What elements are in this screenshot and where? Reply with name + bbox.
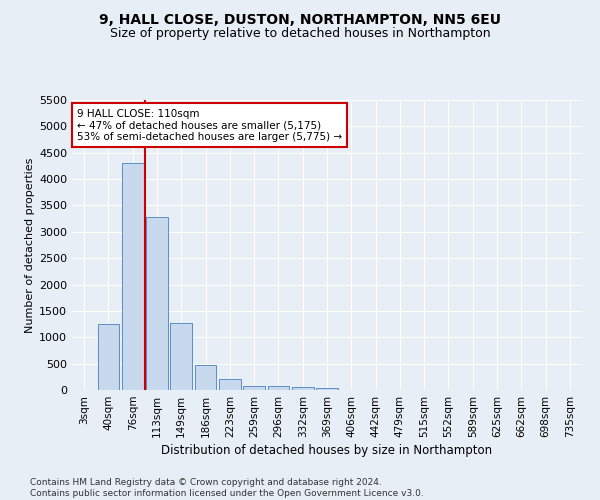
Text: 9, HALL CLOSE, DUSTON, NORTHAMPTON, NN5 6EU: 9, HALL CLOSE, DUSTON, NORTHAMPTON, NN5 … (99, 12, 501, 26)
Text: Contains HM Land Registry data © Crown copyright and database right 2024.
Contai: Contains HM Land Registry data © Crown c… (30, 478, 424, 498)
Bar (243, 386, 265, 390)
Bar (170, 323, 192, 390)
Bar (97, 324, 119, 390)
X-axis label: Distribution of detached houses by size in Northampton: Distribution of detached houses by size … (161, 444, 493, 457)
Bar (122, 164, 143, 390)
Bar (268, 386, 289, 390)
Bar (194, 365, 217, 390)
Bar (146, 217, 168, 390)
Y-axis label: Number of detached properties: Number of detached properties (25, 158, 35, 332)
Bar (292, 388, 314, 390)
Text: Size of property relative to detached houses in Northampton: Size of property relative to detached ho… (110, 28, 490, 40)
Bar (219, 379, 241, 390)
Text: 9 HALL CLOSE: 110sqm
← 47% of detached houses are smaller (5,175)
53% of semi-de: 9 HALL CLOSE: 110sqm ← 47% of detached h… (77, 108, 342, 142)
Bar (316, 388, 338, 390)
